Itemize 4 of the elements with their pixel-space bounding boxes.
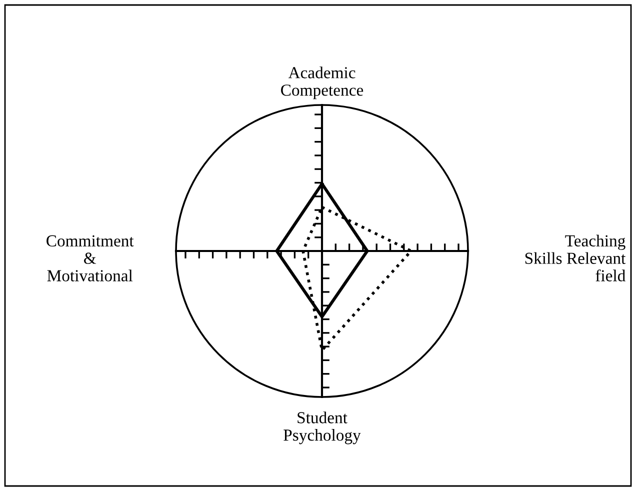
spoke-label: Academic Competence: [281, 66, 364, 100]
spoke-label: Teaching Skills Relevant field: [525, 234, 626, 282]
spoke-label: Commitment & Motivational: [46, 235, 134, 282]
spoke-label: Student Psychology: [284, 412, 361, 444]
